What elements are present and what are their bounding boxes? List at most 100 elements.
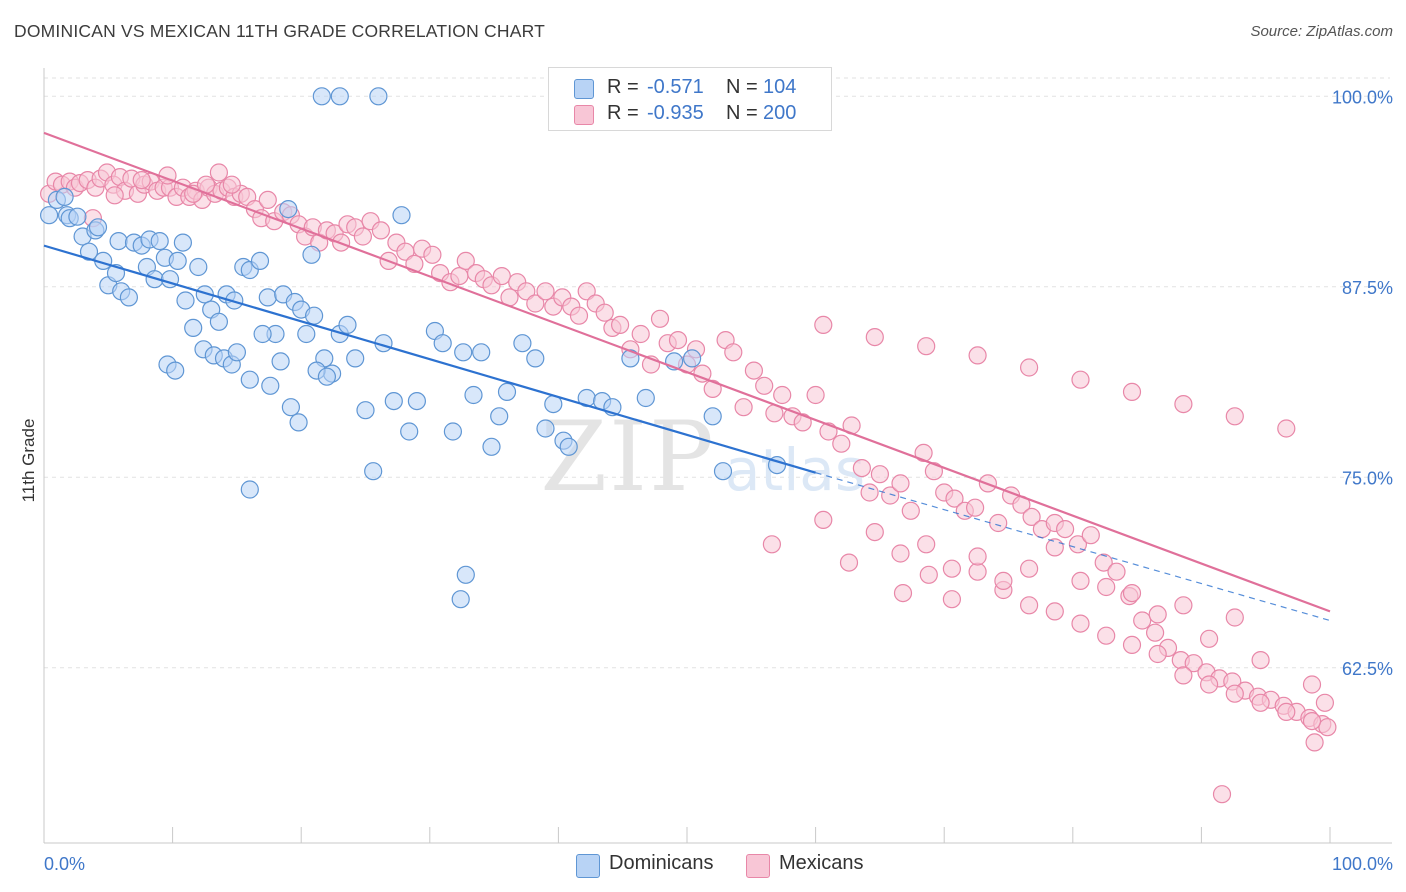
series-label-dominicans: Dominicans <box>609 852 714 874</box>
mexican-point <box>793 413 812 432</box>
mexican-point <box>968 547 987 566</box>
mexican-point <box>734 398 753 417</box>
mexican-point <box>989 513 1008 533</box>
series-label-mexicans: Mexicans <box>779 852 864 874</box>
dominican-point <box>176 291 195 310</box>
dominican-point <box>443 422 462 441</box>
axis-layer <box>43 68 1392 844</box>
mexican-point <box>968 562 987 581</box>
mexican-point <box>371 221 390 240</box>
dominican-point <box>407 392 426 411</box>
dominican-point <box>364 462 383 481</box>
mexican-point <box>1225 684 1244 703</box>
mexican-point <box>1174 596 1193 615</box>
mexican-point <box>865 328 884 347</box>
dominican-point <box>281 398 300 417</box>
mexican-point <box>1318 718 1337 737</box>
mexican-point <box>353 227 372 246</box>
mexican-trend-line <box>43 131 1331 613</box>
dominican-point <box>240 480 259 499</box>
mexican-point <box>1122 635 1142 655</box>
dominican-point <box>166 361 185 380</box>
mexican-point <box>569 306 589 325</box>
mexican-point <box>595 303 614 322</box>
dominican-point <box>209 312 228 331</box>
mexican-point <box>806 385 825 405</box>
mexican-point <box>893 583 913 603</box>
dominican-point <box>55 187 74 206</box>
dominican-point <box>79 242 99 261</box>
dominican-point <box>682 349 702 368</box>
mexican-point <box>1302 675 1322 694</box>
source-credit: Source: ZipAtlas.com <box>1250 23 1393 40</box>
mexican-point <box>865 522 884 542</box>
mexican-point <box>901 501 920 520</box>
mexican-point <box>1251 693 1270 712</box>
dominican-point <box>279 200 298 219</box>
mexican-point <box>1277 702 1296 722</box>
dominican-point <box>513 334 532 353</box>
dominican-point <box>482 437 501 456</box>
mexican-point <box>1022 507 1041 527</box>
mexican-point <box>1019 358 1039 377</box>
mexican-point <box>891 544 910 563</box>
mexican-point <box>631 324 650 344</box>
mexican-point <box>1122 382 1142 401</box>
mexican-point <box>222 175 241 194</box>
mexican-point <box>577 282 596 301</box>
mexican-point <box>1305 733 1324 752</box>
dominican-point <box>454 343 473 362</box>
mexican-point <box>1174 395 1193 414</box>
mexican-point <box>1148 605 1167 624</box>
mexican-point <box>456 251 475 270</box>
mexican-point <box>1277 419 1296 438</box>
dominican-point <box>400 422 419 441</box>
dominican-point <box>240 370 259 389</box>
dominican-point <box>526 349 545 368</box>
mexican-point <box>1081 526 1100 545</box>
axis-labels: 62.5% 75.0% 87.5% 100.0% 0.0% 100.0% 11th Grad… <box>19 87 1393 874</box>
mexican-point <box>891 474 910 493</box>
dominican-point <box>472 343 491 362</box>
mexican-point <box>965 498 985 517</box>
mexican-point <box>1145 623 1165 642</box>
mexican-point <box>755 376 774 395</box>
mexican-point <box>258 190 277 209</box>
legend-n-value: 200 <box>763 102 797 124</box>
dominican-point <box>312 87 331 106</box>
mexican-series <box>39 163 1337 804</box>
mexican-point <box>423 245 442 264</box>
dominican-point <box>338 315 357 334</box>
mexican-point <box>450 267 469 286</box>
mexican-point <box>610 315 630 334</box>
dominican-trend-extension <box>815 472 1331 622</box>
legend-n-label: N = <box>726 76 758 98</box>
dominican-point <box>356 401 375 420</box>
mexican-point <box>536 282 555 301</box>
dominican-point <box>289 413 308 432</box>
legend-swatch-mexicans <box>574 105 594 125</box>
mexican-point <box>1094 553 1113 572</box>
dominican-point <box>713 462 733 481</box>
mexican-point <box>703 379 722 398</box>
mexican-point <box>919 565 938 584</box>
dominican-point <box>451 590 470 609</box>
dominican-point <box>261 376 280 395</box>
dominican-point <box>369 87 388 106</box>
y-tick-label: 62.5% <box>1342 659 1393 679</box>
dominican-point <box>68 207 87 226</box>
mexican-point <box>1225 608 1244 627</box>
mexican-point <box>1071 571 1090 591</box>
dominican-point <box>497 382 517 401</box>
mexican-point <box>668 331 688 350</box>
dominican-point <box>559 437 578 456</box>
dominican-point <box>88 218 108 237</box>
legend-r-value: -0.935 <box>647 102 704 124</box>
dominican-point <box>456 565 475 584</box>
mexican-point <box>1184 654 1203 673</box>
dominican-point <box>490 407 509 426</box>
mexican-point <box>1199 675 1219 694</box>
mexican-point <box>1212 785 1232 804</box>
dominican-point <box>297 324 316 344</box>
mexican-point <box>917 337 936 356</box>
